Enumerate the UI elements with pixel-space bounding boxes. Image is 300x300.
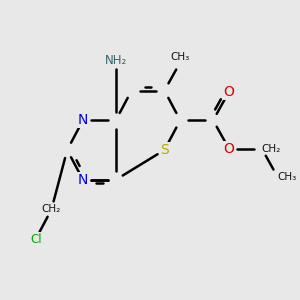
Text: O: O bbox=[224, 142, 234, 155]
Text: N: N bbox=[78, 113, 88, 127]
Text: NH₂: NH₂ bbox=[105, 54, 127, 67]
Text: CH₃: CH₃ bbox=[278, 172, 297, 182]
Text: CH₂: CH₂ bbox=[42, 204, 61, 214]
Text: S: S bbox=[160, 143, 169, 157]
Text: N: N bbox=[78, 173, 88, 187]
Text: O: O bbox=[224, 85, 234, 99]
Text: Cl: Cl bbox=[30, 233, 41, 246]
Text: CH₂: CH₂ bbox=[262, 143, 281, 154]
Text: CH₃: CH₃ bbox=[171, 52, 190, 62]
